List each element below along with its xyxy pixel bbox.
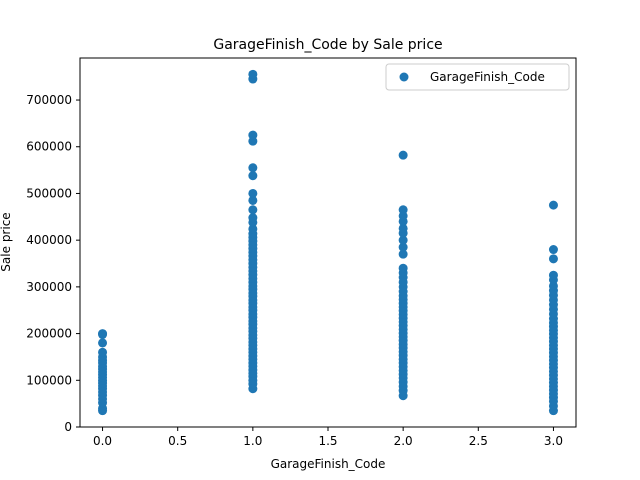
data-point <box>248 163 258 173</box>
y-tick-label: 300000 <box>26 280 72 294</box>
data-point <box>248 171 258 181</box>
data-point <box>248 213 258 223</box>
x-axis-label: GarageFinish_Code <box>271 457 386 471</box>
data-point <box>248 195 258 205</box>
y-axis-label: Sale price <box>0 212 13 271</box>
plot-points <box>98 69 558 416</box>
legend: GarageFinish_Code <box>385 63 570 91</box>
x-tick-label: 0.5 <box>168 434 187 448</box>
legend-marker <box>399 72 409 82</box>
data-point <box>398 263 408 273</box>
x-tick-label: 2.0 <box>394 434 413 448</box>
plot-frame <box>79 57 577 428</box>
y-tick-label: 600000 <box>26 140 72 154</box>
data-point <box>98 347 108 357</box>
chart-title: GarageFinish_Code by Sale price <box>213 37 442 53</box>
y-tick-label: 0 <box>64 420 72 434</box>
data-point <box>548 270 558 280</box>
y-axis-ticks: 0 100000 200000 300000 400000 500000 600000 700… <box>26 93 80 434</box>
y-tick-label: 100000 <box>26 373 72 387</box>
data-point <box>248 188 258 198</box>
data-point <box>398 249 408 259</box>
x-tick-label: 0.0 <box>93 434 112 448</box>
y-tick-label: 500000 <box>26 186 72 200</box>
legend-label: GarageFinish_Code <box>430 70 545 84</box>
y-tick-label: 200000 <box>26 327 72 341</box>
y-tick-label: 700000 <box>26 93 72 107</box>
data-point <box>398 242 408 252</box>
x-tick-label: 2.5 <box>469 434 488 448</box>
x-tick-label: 1.5 <box>318 434 337 448</box>
data-point <box>398 235 408 245</box>
x-tick-label: 3.0 <box>544 434 563 448</box>
data-point <box>248 224 258 234</box>
data-point <box>398 205 408 215</box>
data-point <box>548 245 558 255</box>
data-point <box>248 69 258 79</box>
data-point <box>248 205 258 215</box>
data-point <box>548 254 558 264</box>
x-axis-ticks: 0.0 0.5 1.0 1.5 2.0 2.5 3.0 <box>93 427 563 448</box>
data-point <box>398 223 408 233</box>
data-point <box>398 150 408 160</box>
data-point <box>98 338 108 348</box>
data-point <box>248 130 258 140</box>
y-tick-label: 400000 <box>26 233 72 247</box>
x-tick-label: 1.0 <box>243 434 262 448</box>
data-point <box>98 329 108 339</box>
data-point <box>548 200 558 210</box>
legend-box <box>385 63 570 91</box>
